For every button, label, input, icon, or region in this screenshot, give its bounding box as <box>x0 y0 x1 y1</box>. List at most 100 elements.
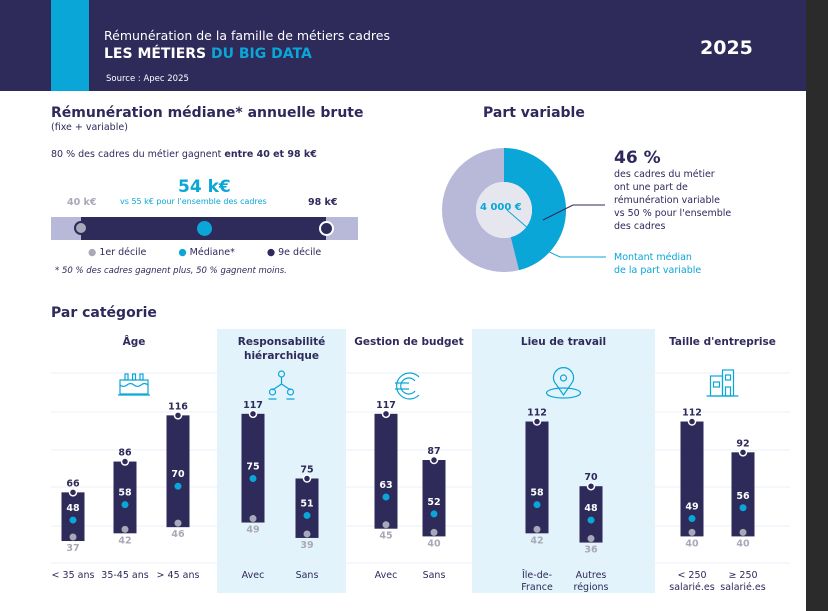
range-bar <box>113 461 137 534</box>
d1-label: 36 <box>584 545 598 556</box>
median-label: 49 <box>685 502 698 513</box>
bar-category-label: 35-45 ans <box>101 570 148 581</box>
d9-marker <box>429 455 439 465</box>
infographic-page: Rémunération de la famille de métiers ca… <box>0 0 806 611</box>
range-bar <box>731 452 755 537</box>
legend-d1-label: 1er décile <box>99 247 147 258</box>
categories-title: Par catégorie <box>51 305 157 321</box>
montant-line: Montant médian <box>614 252 692 263</box>
d9-marker <box>173 411 183 420</box>
median-marker <box>533 501 541 509</box>
title-part-b: DU BIG DATA <box>211 46 312 62</box>
d1-value: 40 k€ <box>67 197 97 208</box>
d1-label: 49 <box>246 525 259 536</box>
variable-desc: des cadres du métier ont une part de rém… <box>614 168 731 233</box>
d9-label: 70 <box>584 472 598 483</box>
range-bar-track <box>51 217 358 240</box>
montant-label: Montant médian de la part variable <box>614 251 701 277</box>
median-label: 58 <box>530 488 544 499</box>
footnote: * 50 % des cadres gagnent plus, 50 % gag… <box>55 266 287 276</box>
bar-category-label: France <box>521 582 553 593</box>
bar-category-label: salarié.es <box>720 582 765 593</box>
d9-label: 66 <box>66 478 80 489</box>
d1-marker <box>69 533 77 541</box>
median-title: Rémunération médiane* annuelle brute <box>51 105 364 121</box>
desc-line: rémunération variable <box>614 195 720 206</box>
euro-icon <box>395 372 420 400</box>
d1-label: 40 <box>736 538 750 549</box>
legend-d1: ● 1er décile <box>88 247 147 258</box>
bar-category-label: > 45 ans <box>157 570 200 581</box>
bar-category-label: < 35 ans <box>52 570 95 581</box>
median-marker <box>587 516 595 524</box>
median-marker <box>739 504 747 512</box>
median-label: 70 <box>171 469 185 480</box>
median-marker <box>249 475 257 482</box>
bar-category-label: Sans <box>423 570 446 581</box>
d9-marker <box>302 474 312 483</box>
desc-line: vs 50 % pour l'ensemble <box>614 208 732 219</box>
median-subtitle: (fixe + variable) <box>51 122 128 133</box>
d9-marker <box>586 481 596 491</box>
range-text-a: 80 % des cadres du métier gagnent <box>51 149 225 160</box>
d9-label: 117 <box>243 400 263 411</box>
legend-d9: ● 9e décile <box>266 247 322 258</box>
desc-line: des cadres du métier <box>614 169 715 180</box>
d9-label: 112 <box>527 408 547 419</box>
d1-label: 42 <box>118 535 131 546</box>
d9-marker <box>319 221 334 236</box>
d9-marker <box>120 457 130 466</box>
median-marker <box>174 482 182 490</box>
range-bar <box>241 413 265 523</box>
median-label: 75 <box>246 462 259 473</box>
d1-label: 45 <box>379 531 392 542</box>
median-marker <box>121 501 129 509</box>
range-bar <box>579 486 603 543</box>
range-bar <box>525 421 549 534</box>
d1-marker <box>303 530 311 538</box>
d1-marker <box>688 528 696 536</box>
legend-d9-label: 9e décile <box>278 247 322 258</box>
d1-marker <box>587 535 595 543</box>
building-icon <box>706 369 739 397</box>
header: Rémunération de la famille de métiers ca… <box>0 0 806 91</box>
range-bar <box>680 421 704 537</box>
d1-label: 37 <box>66 543 79 554</box>
category-panel-bg <box>217 329 346 593</box>
range-bar <box>166 415 190 528</box>
location-pin-icon <box>545 367 582 399</box>
median-label: 58 <box>118 488 132 499</box>
category-panel-bg <box>472 329 655 593</box>
donut-center-value: 4 000 € <box>480 202 522 213</box>
variable-pct: 46 % <box>614 148 661 168</box>
source: Source : Apec 2025 <box>106 74 189 84</box>
donut-variable-share <box>442 148 566 272</box>
d9-label: 87 <box>427 446 440 457</box>
legend-median: ● Médiane* <box>178 247 235 258</box>
category-title: hiérarchique <box>244 350 319 362</box>
d9-label: 112 <box>682 408 702 419</box>
d9-marker <box>687 417 697 426</box>
d9-marker <box>248 409 258 419</box>
d9-marker <box>532 417 542 426</box>
median-label: 52 <box>427 497 440 508</box>
d1-label: 39 <box>300 540 313 551</box>
d1-marker <box>121 525 129 533</box>
d1-marker <box>174 519 182 527</box>
median-value: 54 k€ <box>178 177 231 197</box>
montant-line: de la part variable <box>614 265 702 276</box>
title-part-a: LES MÉTIERS <box>104 46 207 62</box>
bar-category-label: Avec <box>375 570 398 581</box>
d1-label: 46 <box>171 529 185 540</box>
d9-marker <box>381 409 391 419</box>
d9-marker <box>738 448 748 457</box>
bar-category-label: Avec <box>242 570 265 581</box>
d9-label: 86 <box>118 448 132 459</box>
bar-category-label: Île-de- <box>521 569 552 581</box>
d1-marker <box>739 528 747 536</box>
category-title: Âge <box>123 335 146 348</box>
year: 2025 <box>700 37 753 59</box>
bar-category-label: régions <box>574 582 609 593</box>
category-title: Taille d'entreprise <box>669 336 776 348</box>
median-label: 56 <box>736 491 750 502</box>
